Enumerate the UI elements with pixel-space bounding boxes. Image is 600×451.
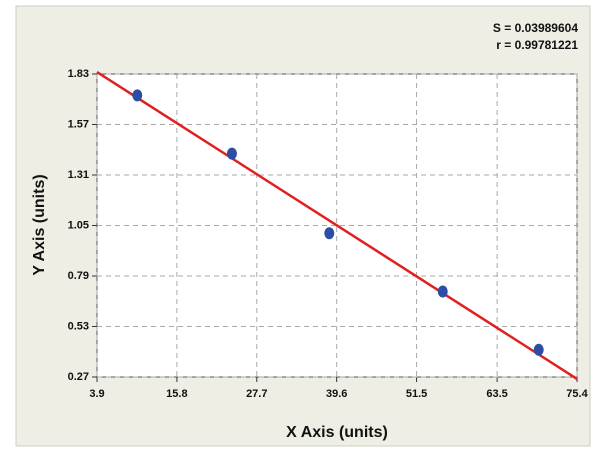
data-point <box>324 227 335 240</box>
y-tick-label: 1.57 <box>68 118 89 130</box>
y-tick-label: 0.27 <box>68 371 89 383</box>
data-point <box>437 285 448 298</box>
x-tick-label: 63.5 <box>486 388 507 400</box>
x-tick-label: 15.8 <box>166 388 187 400</box>
data-point <box>132 89 143 102</box>
y-tick-label: 1.05 <box>68 219 89 231</box>
annotation: S = 0.03989604 <box>493 21 578 35</box>
y-tick-label: 0.79 <box>68 270 89 282</box>
fit-line <box>96 71 578 380</box>
x-tick-label: 3.9 <box>89 388 104 400</box>
data-point <box>226 147 237 160</box>
x-axis-label: X Axis (units) <box>286 424 388 441</box>
x-tick-label: 75.4 <box>566 388 588 400</box>
x-tick-label: 27.7 <box>246 388 267 400</box>
data-point <box>533 343 544 356</box>
x-tick-label: 51.5 <box>406 388 427 400</box>
annotation: r = 0.99781221 <box>496 38 578 52</box>
x-tick-label: 39.6 <box>326 388 347 400</box>
y-tick-label: 0.53 <box>68 320 89 332</box>
y-axis-label: Y Axis (units) <box>31 174 48 275</box>
y-tick-label: 1.31 <box>68 169 89 181</box>
y-tick-label: 1.83 <box>68 68 89 80</box>
